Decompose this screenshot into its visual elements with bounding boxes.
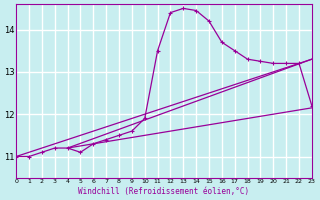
X-axis label: Windchill (Refroidissement éolien,°C): Windchill (Refroidissement éolien,°C) (78, 187, 250, 196)
